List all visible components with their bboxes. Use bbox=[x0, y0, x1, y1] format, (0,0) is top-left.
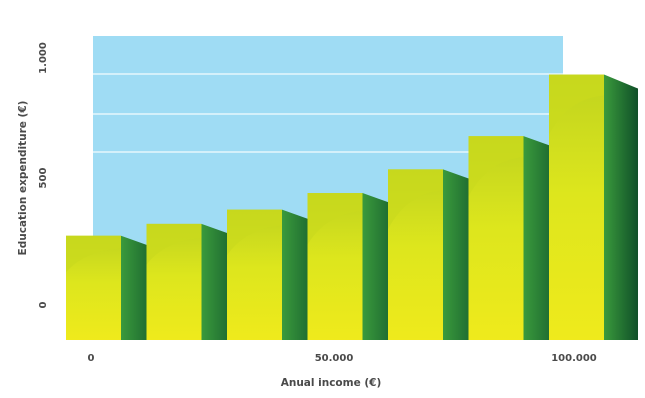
bar-side-4 bbox=[362, 193, 391, 340]
bar-side-2 bbox=[201, 223, 230, 340]
y-axis-title: Education expenditure (€) bbox=[17, 101, 29, 256]
x-tick-label-50000: 50.000 bbox=[315, 353, 354, 364]
bar-shade-2 bbox=[146, 223, 202, 265]
bar-side-6 bbox=[523, 136, 552, 340]
bar-4 bbox=[307, 193, 391, 340]
bar-shade-7 bbox=[549, 74, 604, 135]
bar-2 bbox=[146, 223, 230, 340]
bar-1 bbox=[66, 235, 149, 340]
y-tick-label-500: 500 bbox=[38, 168, 49, 189]
bar-side-7 bbox=[604, 74, 638, 340]
bar-6 bbox=[468, 136, 552, 340]
bar-shade-5 bbox=[388, 169, 443, 230]
y-tick-label-0: 0 bbox=[38, 301, 49, 308]
y-tick-label-1000: 1.000 bbox=[38, 42, 49, 74]
bar-5 bbox=[388, 169, 471, 340]
bar-side-1 bbox=[121, 235, 149, 340]
bar-shade-6 bbox=[468, 136, 524, 197]
bar-shade-1 bbox=[66, 235, 121, 273]
bar-3 bbox=[227, 209, 310, 340]
x-axis-title: Anual income (€) bbox=[281, 377, 382, 389]
bar-shade-3 bbox=[227, 209, 282, 256]
bar-side-3 bbox=[282, 209, 310, 340]
bars bbox=[66, 74, 638, 340]
x-tick-label-100000: 100.000 bbox=[551, 353, 597, 364]
bar-7 bbox=[549, 74, 638, 340]
x-axis: 0 50.000 100.000 Anual income (€) bbox=[88, 353, 597, 389]
bar-side-5 bbox=[443, 169, 471, 340]
x-tick-label-0: 0 bbox=[88, 353, 95, 364]
bar-shade-4 bbox=[307, 193, 363, 245]
y-axis: 0 500 1.000 Education expenditure (€) bbox=[17, 42, 49, 308]
